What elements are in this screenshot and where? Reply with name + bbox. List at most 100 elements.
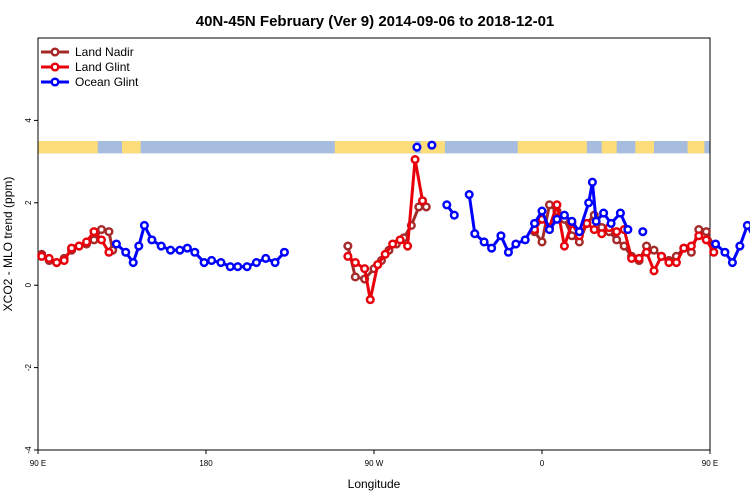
series-layer [37, 140, 750, 305]
point-ocean-glint [190, 247, 200, 257]
point-ocean-glint [496, 231, 506, 241]
legend-swatch-marker [50, 47, 60, 57]
series-land-glint [37, 154, 719, 305]
land-band-1 [122, 141, 141, 154]
point-land-glint [671, 257, 681, 268]
point-ocean-glint [487, 243, 497, 253]
x-tick-label: 0 [540, 459, 545, 468]
point-ocean-glint [584, 198, 594, 208]
land-band-6 [635, 141, 654, 154]
x-tick-label: 90 E [30, 459, 46, 468]
point-ocean-glint [464, 190, 474, 200]
point-ocean-glint [442, 200, 452, 210]
x-axis: 90 E 180 90 W 0 90 E [30, 450, 718, 468]
point-ocean-glint [567, 216, 577, 226]
point-ocean-glint [711, 239, 721, 249]
point-ocean-glint [233, 262, 243, 272]
point-ocean-glint [279, 247, 289, 257]
point-land-glint [388, 239, 398, 249]
land-band-7 [687, 141, 705, 154]
point-ocean-glint [720, 247, 730, 257]
point-ocean-glint [537, 206, 547, 216]
legend-item-ocean-glint: Ocean Glint [41, 75, 139, 89]
point-land-glint [37, 251, 47, 261]
point-ocean-glint [139, 220, 149, 231]
point-ocean-glint [225, 262, 235, 272]
legend-swatch-marker [50, 77, 60, 87]
legend-label: Ocean Glint [75, 75, 139, 89]
point-land-nadir [701, 227, 711, 237]
point-ocean-glint [216, 257, 226, 268]
y-tick-label: 4 [24, 118, 33, 123]
point-land-nadir [537, 237, 547, 247]
point-land-nadir [96, 225, 107, 235]
y-axis: -4 -2 0 2 4 [24, 118, 38, 454]
point-land-glint [59, 255, 69, 266]
y-tick-label: -2 [24, 363, 33, 371]
legend-item-land-glint: Land Glint [41, 60, 130, 74]
point-land-glint [343, 251, 353, 261]
x-axis-label: Longitude [348, 477, 401, 491]
point-land-glint [350, 257, 360, 268]
legend-item-land-nadir: Land Nadir [41, 45, 134, 59]
point-land-glint [641, 247, 652, 257]
point-land-nadir [544, 200, 555, 210]
chart-title: 40N-45N February (Ver 9) 2014-09-06 to 2… [196, 13, 555, 30]
point-ocean-glint [742, 220, 750, 231]
point-land-glint [649, 266, 659, 276]
legend-label: Land Nadir [75, 45, 134, 59]
point-ocean-glint [128, 257, 138, 268]
point-ocean-glint [251, 257, 261, 268]
point-land-glint [597, 229, 607, 239]
point-ocean-glint [591, 216, 601, 226]
point-land-glint [365, 295, 375, 305]
point-land-nadir [343, 241, 353, 251]
point-ocean-glint [207, 255, 217, 266]
point-ocean-glint [449, 210, 459, 220]
point-land-glint [403, 241, 413, 251]
point-land-glint [634, 253, 644, 263]
point-ocean-glint [156, 241, 166, 251]
point-land-glint [701, 235, 711, 245]
point-ocean-glint [638, 227, 648, 237]
point-land-glint [627, 253, 637, 263]
point-land-glint [709, 247, 719, 257]
y-axis-label: XCO2 - MLO trend (ppm) [1, 177, 15, 312]
point-land-nadir [649, 245, 659, 255]
land-band-0 [38, 141, 98, 154]
point-land-glint [44, 253, 54, 263]
point-ocean-glint [121, 247, 131, 257]
point-land-glint [552, 200, 562, 210]
x-tick-label: 90 W [365, 459, 384, 468]
point-land-glint [104, 247, 114, 257]
point-land-nadir [104, 227, 114, 237]
point-ocean-glint [623, 225, 633, 235]
point-ocean-glint [574, 227, 584, 237]
point-land-glint [410, 154, 420, 165]
point-land-glint [373, 260, 383, 270]
point-land-glint [589, 225, 599, 235]
point-ocean-glint [111, 239, 121, 249]
point-ocean-glint [552, 214, 562, 224]
point-ocean-glint [479, 237, 489, 247]
point-ocean-glint [147, 235, 157, 245]
point-land-glint [74, 241, 84, 251]
land-band-2 [334, 141, 416, 154]
point-ocean-glint [470, 229, 480, 239]
point-ocean-glint [270, 257, 280, 268]
legend-swatch-marker [50, 62, 60, 72]
x-tick-label: 90 E [702, 459, 718, 468]
point-land-glint [582, 218, 592, 228]
point-land-glint [612, 227, 622, 237]
point-land-nadir [89, 235, 99, 245]
point-ocean-glint [544, 225, 555, 235]
point-ocean-glint [735, 241, 745, 251]
point-land-glint [417, 196, 428, 206]
legend-label: Land Glint [75, 60, 130, 74]
point-land-glint [360, 264, 370, 274]
point-ocean-glint [427, 140, 437, 150]
point-land-glint [67, 243, 77, 253]
y-tick-label: 0 [24, 282, 33, 287]
